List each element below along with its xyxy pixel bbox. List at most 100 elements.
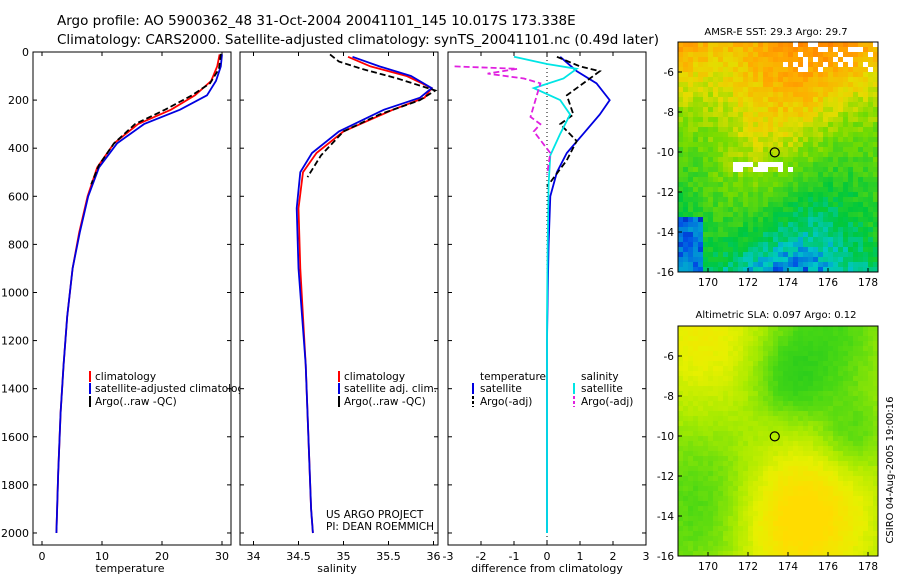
- sst-map-cell: [683, 137, 689, 143]
- sst-map-cell: [818, 107, 824, 113]
- sla-map-cell: [778, 331, 784, 337]
- sla-map-cell: [678, 436, 684, 442]
- legend-label-sal-climatology: climatology: [344, 371, 405, 383]
- sst-map-cell: [753, 57, 759, 63]
- sst-map-cell: [693, 82, 699, 88]
- sst-map-cell: [693, 172, 699, 178]
- sst-map-cell: [693, 267, 699, 273]
- sst-map-cell: [708, 182, 714, 188]
- sla-map-cell: [718, 406, 724, 412]
- sst-map-cell: [688, 212, 694, 218]
- sla-map-cell: [803, 506, 809, 512]
- sst-map-cell: [868, 87, 874, 93]
- sla-map-cell: [698, 426, 704, 432]
- difference-series-salinity-satellite: [513, 55, 579, 533]
- sla-map-cell: [778, 426, 784, 432]
- difference-xtick-label: 1: [577, 550, 584, 563]
- sla-map-cell: [773, 506, 779, 512]
- sst-map-cell: [868, 232, 874, 238]
- sst-map-cell: [823, 262, 829, 268]
- sst-map-cell: [743, 192, 749, 198]
- sst-map-cell: [693, 187, 699, 193]
- sla-map-cell: [718, 501, 724, 507]
- sla-map-cell: [733, 541, 739, 547]
- sla-map-cell: [828, 381, 834, 387]
- sla-map-cell: [738, 511, 744, 517]
- sst-map-cell: [773, 207, 779, 213]
- sst-map-cell: [788, 262, 794, 268]
- sla-map-cell: [868, 351, 874, 357]
- sst-map-cell: [873, 172, 879, 178]
- sst-map-cell: [853, 132, 859, 138]
- sla-map-cell: [748, 466, 754, 472]
- sla-map-cell: [753, 401, 759, 407]
- sst-map-cell: [858, 82, 864, 88]
- sst-map-cell: [863, 167, 869, 173]
- sla-map-cell: [818, 441, 824, 447]
- sla-map-cell: [863, 426, 869, 432]
- sla-map-cell: [718, 466, 724, 472]
- sst-map-cell: [733, 177, 739, 183]
- sst-map-cell: [863, 57, 869, 63]
- sla-map-cell: [688, 386, 694, 392]
- sla-map-cell: [858, 346, 864, 352]
- sla-map-cell: [823, 341, 829, 347]
- sst-map-cell: [678, 142, 684, 148]
- sst-map-cell: [753, 127, 759, 133]
- sst-map-cell: [818, 237, 824, 243]
- sla-map-cell: [798, 386, 804, 392]
- sst-map-cell: [873, 202, 879, 208]
- sst-map-cell: [783, 237, 789, 243]
- sla-map-cell: [838, 441, 844, 447]
- sst-map-cell: [868, 222, 874, 228]
- sst-map-cell: [868, 177, 874, 183]
- sst-map-cell: [868, 77, 874, 83]
- sst-map-cell: [783, 47, 789, 53]
- sst-map-cell: [773, 162, 779, 168]
- sst-map-cell: [698, 192, 704, 198]
- sst-map-cell: [723, 147, 729, 153]
- sst-map-cell: [858, 107, 864, 113]
- sla-map-cell: [748, 491, 754, 497]
- sla-map-cell: [768, 356, 774, 362]
- sla-map-cell: [768, 466, 774, 472]
- sla-map-cell: [833, 396, 839, 402]
- sla-map-cell: [743, 366, 749, 372]
- sst-map-cell: [768, 102, 774, 108]
- sst-map-cell: [688, 107, 694, 113]
- sst-map-cell: [748, 67, 754, 73]
- sst-map-cell: [868, 137, 874, 143]
- sla-map-cell: [763, 551, 769, 557]
- sst-map-cell: [833, 192, 839, 198]
- sla-map-cell: [688, 461, 694, 467]
- sst-map-cell: [748, 132, 754, 138]
- sla-map-cell: [813, 506, 819, 512]
- sla-map-cell: [858, 546, 864, 552]
- sla-map-cell: [708, 501, 714, 507]
- sla-map-cell: [803, 476, 809, 482]
- sst-map-cell: [768, 42, 774, 48]
- sla-map-cell: [788, 466, 794, 472]
- sst-map-cell: [788, 72, 794, 78]
- sla-map-cell: [738, 381, 744, 387]
- sst-map-cell: [708, 82, 714, 88]
- sst-map-cell: [838, 212, 844, 218]
- sst-map-cell: [843, 202, 849, 208]
- sst-map-cell: [843, 102, 849, 108]
- sla-map-cell: [743, 436, 749, 442]
- difference-series-temperature-argo-adj-: [546, 55, 602, 188]
- sst-map-cell: [713, 182, 719, 188]
- sst-map-cell: [708, 227, 714, 233]
- sla-map-cell: [808, 536, 814, 542]
- sla-map-cell: [743, 421, 749, 427]
- sla-map-cell: [793, 351, 799, 357]
- sst-map-cell: [868, 172, 874, 178]
- sst-map-cell: [723, 132, 729, 138]
- sst-map-cell: [868, 257, 874, 263]
- sla-map-cell: [698, 381, 704, 387]
- sla-map-cell: [698, 526, 704, 532]
- sst-map-cell: [703, 147, 709, 153]
- sla-map-cell: [818, 426, 824, 432]
- sla-map-cell: [703, 471, 709, 477]
- sla-map-cell: [858, 351, 864, 357]
